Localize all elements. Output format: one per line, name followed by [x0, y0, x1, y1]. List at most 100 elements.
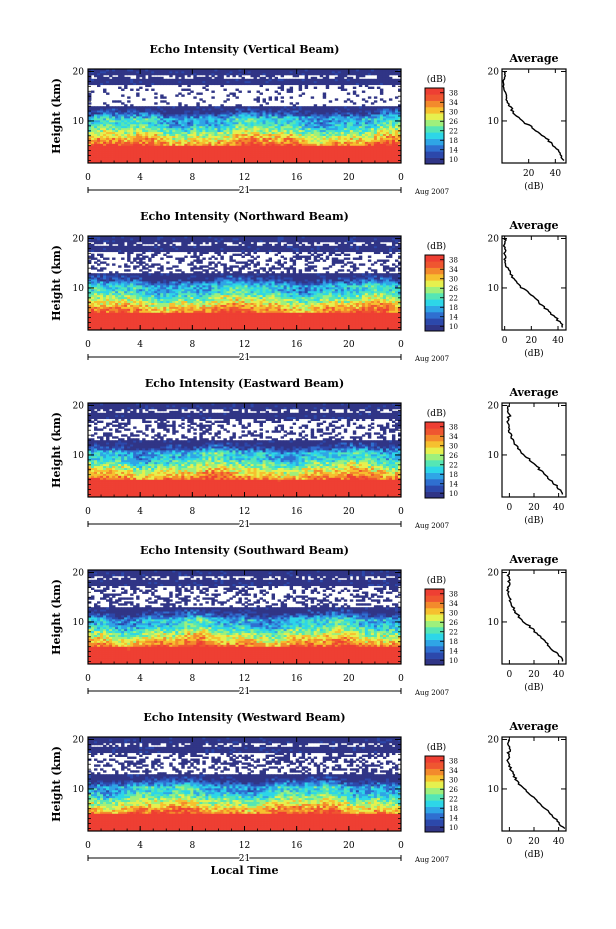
heatmap-cell [374, 79, 377, 81]
heatmap-cell [211, 79, 214, 81]
heatmap-cell [383, 100, 386, 102]
heatmap-cell [136, 273, 139, 275]
heatmap-cell [142, 271, 145, 273]
heatmap-cell [121, 102, 124, 104]
heatmap-cell [190, 79, 193, 81]
heatmap-cell [154, 77, 157, 79]
heatmap-cell [350, 100, 353, 102]
heatmap-cell [380, 98, 383, 100]
heatmap-cell [290, 87, 293, 89]
heatmap-cell [199, 98, 202, 100]
heatmap-cell [248, 79, 251, 81]
heatmap-cell [374, 106, 377, 108]
heatmap-cell [344, 89, 347, 91]
heatmap-cell [350, 77, 353, 79]
colorbar-swatch [425, 120, 444, 127]
heatmap-cell [320, 79, 323, 81]
heatmap-cell [257, 96, 260, 98]
heatmap-cell [97, 263, 100, 265]
heatmap-cell [299, 79, 302, 81]
heatmap-cell [103, 246, 106, 248]
heatmap-cell [263, 77, 266, 79]
heatmap-cell [377, 87, 380, 89]
heatmap-cell [100, 106, 103, 108]
heatmap-cell [106, 258, 109, 260]
heatmap-cell [106, 246, 109, 248]
heatmap-cell [133, 246, 136, 248]
heatmap-cell [148, 258, 151, 260]
heatmap-cell [214, 77, 217, 79]
heatmap-cell [392, 106, 395, 108]
heatmap-cell [347, 93, 350, 95]
heatmap-cell [260, 77, 263, 79]
heatmap-cell [154, 93, 157, 95]
heatmap-cell [202, 77, 205, 79]
heatmap-cell [347, 77, 350, 79]
heatmap-cell [139, 244, 142, 246]
x-tick-label: 0 [398, 173, 404, 183]
heatmap-cell [157, 106, 160, 108]
heatmap-cell [94, 273, 97, 275]
heatmap-cell [142, 256, 145, 258]
heatmap-cell [362, 98, 365, 100]
heatmap-cell [389, 106, 392, 108]
heatmap-cell [368, 106, 371, 108]
heatmap-cell [338, 87, 341, 89]
colorbar-swatch [425, 126, 444, 133]
heatmap-cell [97, 246, 100, 248]
heatmap-cell [362, 79, 365, 81]
heatmap-cell [118, 273, 121, 275]
heatmap-cell [121, 273, 124, 275]
heatmap-cell [344, 100, 347, 102]
heatmap-cell [365, 79, 368, 81]
x-tick-label: 0 [85, 173, 91, 183]
heatmap-cell [296, 102, 299, 104]
heatmap-cell [281, 79, 284, 81]
heatmap-cell [100, 254, 103, 256]
heatmap-cell [353, 87, 356, 89]
heatmap-cell [371, 106, 374, 108]
heatmap-cell [314, 104, 317, 106]
heatmap-cell [353, 91, 356, 93]
heatmap-cell [235, 104, 238, 106]
average-x-label: (dB) [524, 181, 543, 192]
x-tick-label: 16 [291, 173, 303, 183]
heatmap-cell [344, 106, 347, 108]
heatmap-cell [160, 77, 163, 79]
heatmap-cell [238, 104, 241, 106]
average-title: Average [508, 52, 558, 65]
heatmap-cell [151, 263, 154, 265]
heatmap-cell [296, 79, 299, 81]
heatmap-cell [211, 91, 214, 93]
heatmap-cell [269, 106, 272, 108]
heatmap-cell [142, 265, 145, 267]
heatmap-cell [205, 106, 208, 108]
heatmap-cell [91, 254, 94, 256]
heatmap-cell [380, 89, 383, 91]
heatmap-cell [235, 96, 238, 98]
heatmap-cell [266, 106, 269, 108]
heatmap-cell [241, 77, 244, 79]
heatmap-cell [287, 89, 290, 91]
heatmap-cell [121, 94, 124, 96]
heatmap-cell [220, 104, 223, 106]
heatmap-cell [383, 106, 386, 108]
heatmap-cell [287, 79, 290, 81]
colorbar-tick-label: 26 [449, 118, 458, 126]
heatmap-cell [154, 244, 157, 246]
x-tick-label: 20 [343, 173, 355, 183]
heatmap-cell [290, 79, 293, 81]
heatmap-cell [145, 106, 148, 108]
y-tick-label: 10 [73, 117, 85, 127]
colorbar-unit: (dB) [427, 74, 446, 85]
heatmap-cell [320, 106, 323, 108]
heatmap-cell [142, 106, 145, 108]
heatmap-cell [317, 79, 320, 81]
heatmap-cell [124, 269, 127, 271]
heatmap-cell [371, 102, 374, 104]
heatmap-cell [374, 100, 377, 102]
panel-title: Echo Intensity (Northward Beam) [140, 210, 349, 223]
heatmap-cell [163, 79, 166, 81]
heatmap-cell [136, 89, 139, 91]
